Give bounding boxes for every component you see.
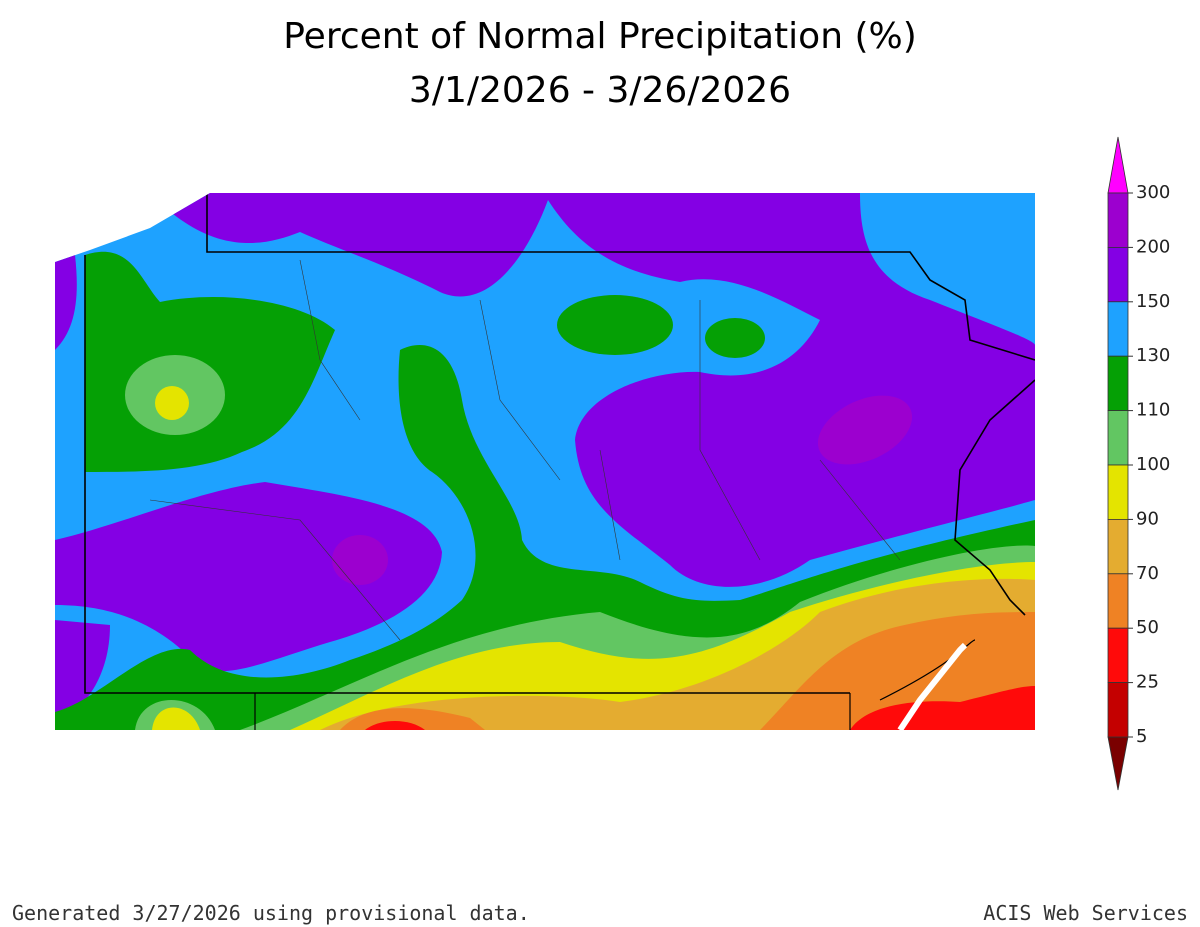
- legend-label: 110: [1136, 400, 1170, 421]
- legend-label: 90: [1136, 508, 1159, 529]
- legend-label: 300: [1136, 182, 1170, 203]
- map: [55, 193, 1035, 730]
- color-legend: 300 200 150 130 110 100 90 70 50 25 5: [1107, 136, 1170, 791]
- legend-band: [1107, 192, 1129, 248]
- legend-band: [1107, 627, 1129, 684]
- legend-label: 150: [1136, 291, 1170, 312]
- legend-label: 50: [1136, 617, 1159, 638]
- legend-band: [1107, 246, 1129, 303]
- legend-band: [1107, 682, 1129, 738]
- legend-label: 70: [1136, 563, 1159, 584]
- legend-band: [1107, 410, 1129, 466]
- footer-note: Generated 3/27/2026 using provisional da…: [12, 901, 530, 925]
- title: Percent of Normal Precipitation (%): [283, 16, 917, 57]
- legend-band: [1107, 573, 1129, 629]
- legend-label: 200: [1136, 236, 1170, 257]
- legend-band: [1107, 355, 1129, 412]
- legend-band: [1107, 519, 1129, 575]
- legend-label: 100: [1136, 454, 1170, 475]
- legend-label: 25: [1136, 672, 1159, 693]
- subtitle: 3/1/2026 - 3/26/2026: [409, 70, 791, 111]
- legend-band: [1107, 301, 1129, 357]
- footer-credit: ACIS Web Services: [983, 901, 1188, 925]
- legend-over: [1107, 136, 1129, 194]
- legend-label: 130: [1136, 345, 1170, 366]
- legend-band: [1107, 464, 1129, 520]
- legend-under: [1107, 736, 1129, 791]
- legend-label: 5: [1136, 726, 1147, 747]
